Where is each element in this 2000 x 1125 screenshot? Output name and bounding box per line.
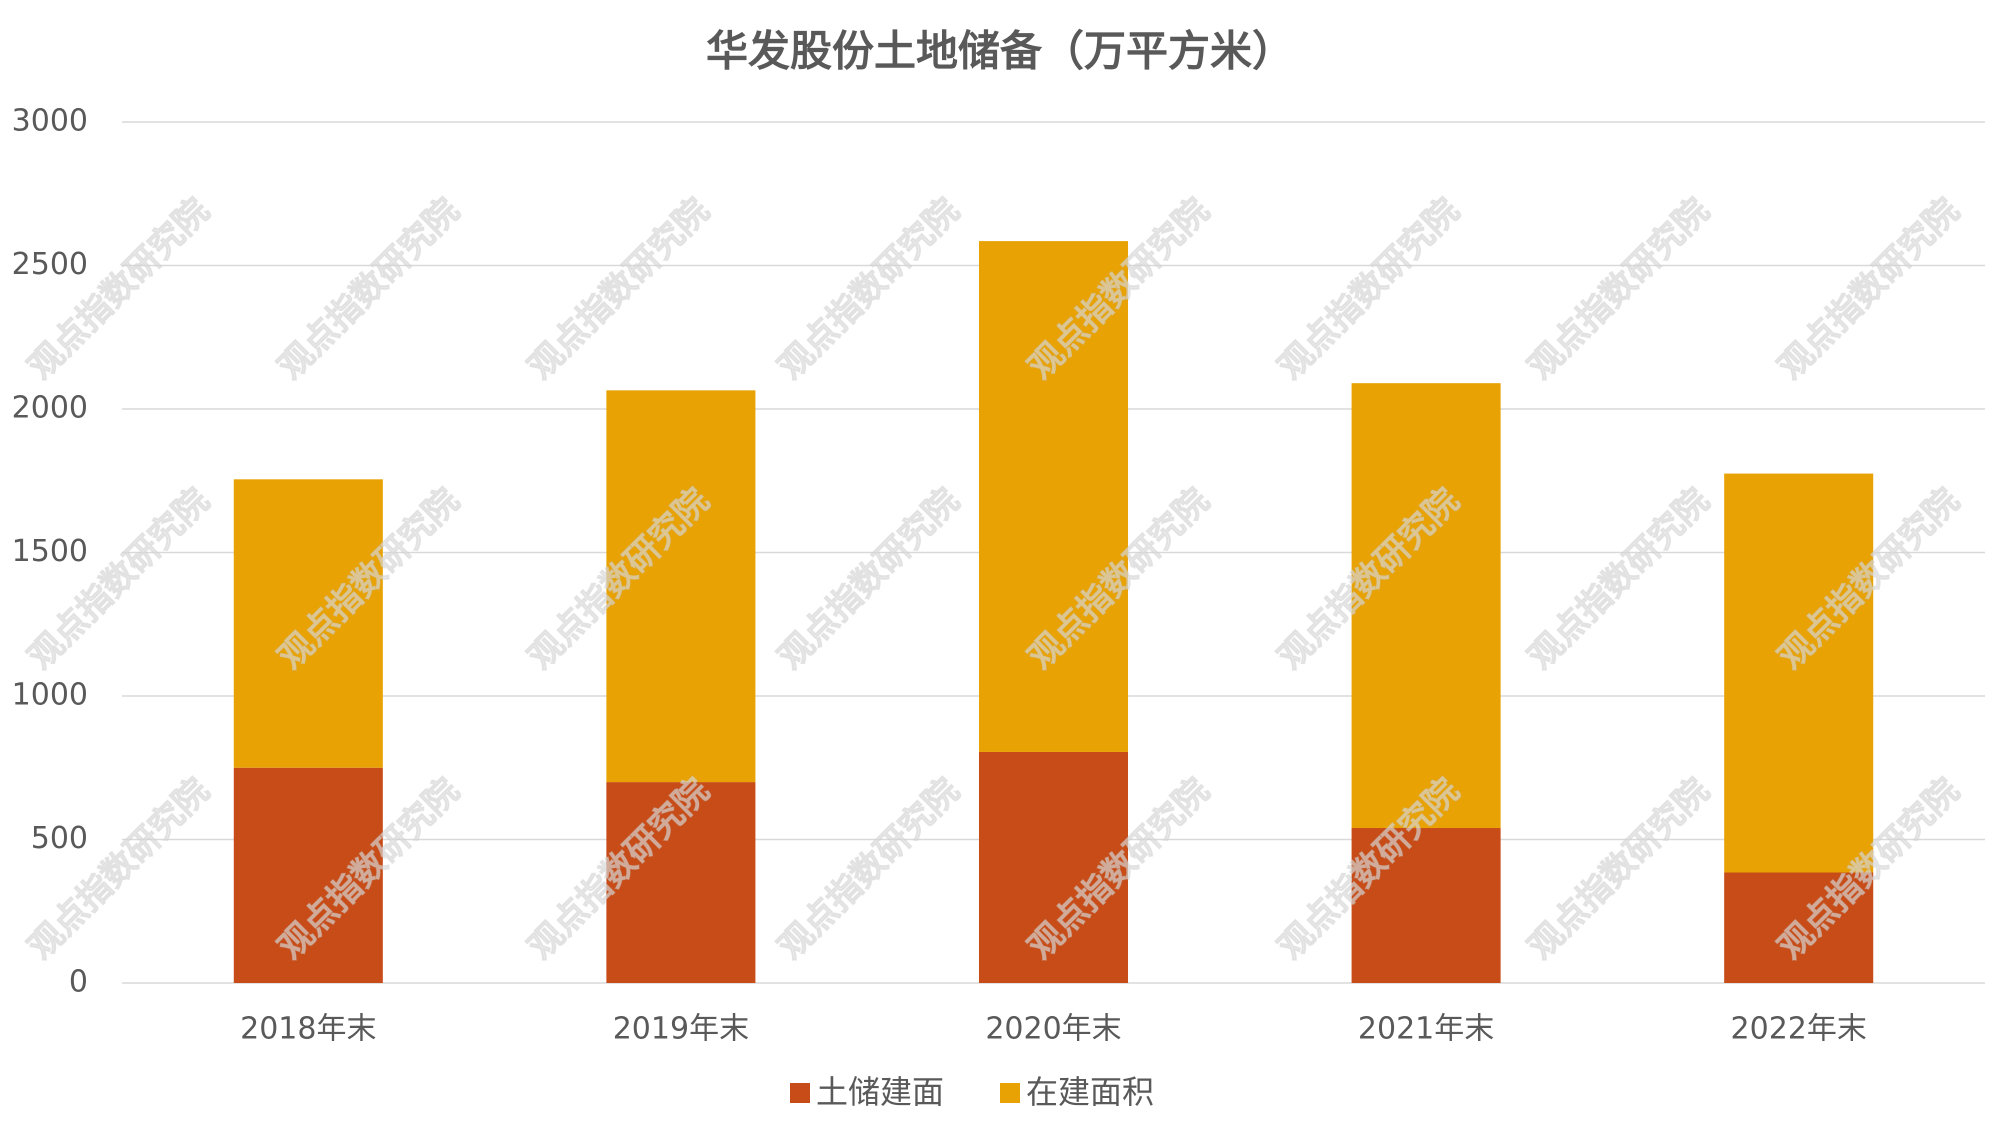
- y-tick-label: 2000: [12, 391, 88, 426]
- legend-label: 在建面积: [1026, 1073, 1154, 1111]
- x-tick-label: 2021年末: [1358, 1012, 1494, 1047]
- y-tick-label: 3000: [12, 104, 88, 139]
- bar-segment: [1724, 473, 1874, 873]
- watermark: 观点指数研究院: [771, 191, 968, 388]
- watermark: 观点指数研究院: [1771, 191, 1968, 388]
- watermark: 观点指数研究院: [771, 481, 968, 678]
- watermark: 观点指数研究院: [21, 481, 218, 678]
- bar-segment: [233, 479, 383, 768]
- legend-label: 土储建面: [816, 1073, 944, 1111]
- x-tick-label: 2018年末: [240, 1012, 376, 1047]
- legend-swatch: [790, 1083, 810, 1103]
- watermark: 观点指数研究院: [1521, 191, 1718, 388]
- bar-segment: [233, 767, 383, 983]
- y-tick-label: 1000: [12, 678, 88, 713]
- watermark: 观点指数研究院: [21, 191, 218, 388]
- bar-segment: [978, 751, 1129, 983]
- x-tick-label: 2020年末: [985, 1012, 1121, 1047]
- watermark: 观点指数研究院: [1521, 481, 1718, 678]
- bar-segment: [978, 241, 1129, 752]
- y-tick-label: 500: [31, 821, 88, 856]
- watermark: 观点指数研究院: [771, 771, 968, 968]
- watermark: 观点指数研究院: [521, 191, 718, 388]
- chart-title: 华发股份土地储备（万平方米）: [706, 27, 1294, 76]
- watermark: 观点指数研究院: [1271, 191, 1468, 388]
- bar-segment: [1351, 383, 1501, 829]
- bar-segment: [1724, 872, 1874, 983]
- y-tick-label: 0: [69, 965, 88, 1000]
- bar-segment: [606, 390, 756, 783]
- watermark: 观点指数研究院: [1521, 771, 1718, 968]
- x-tick-label: 2022年末: [1731, 1012, 1867, 1047]
- watermark: 观点指数研究院: [271, 191, 468, 388]
- legend-swatch: [1000, 1083, 1020, 1103]
- y-tick-label: 2500: [12, 247, 88, 282]
- y-tick-label: 1500: [12, 534, 88, 569]
- x-tick-label: 2019年末: [613, 1012, 749, 1047]
- watermark: 观点指数研究院: [21, 771, 218, 968]
- bar-segment: [606, 782, 756, 983]
- bar-segment: [1351, 828, 1501, 983]
